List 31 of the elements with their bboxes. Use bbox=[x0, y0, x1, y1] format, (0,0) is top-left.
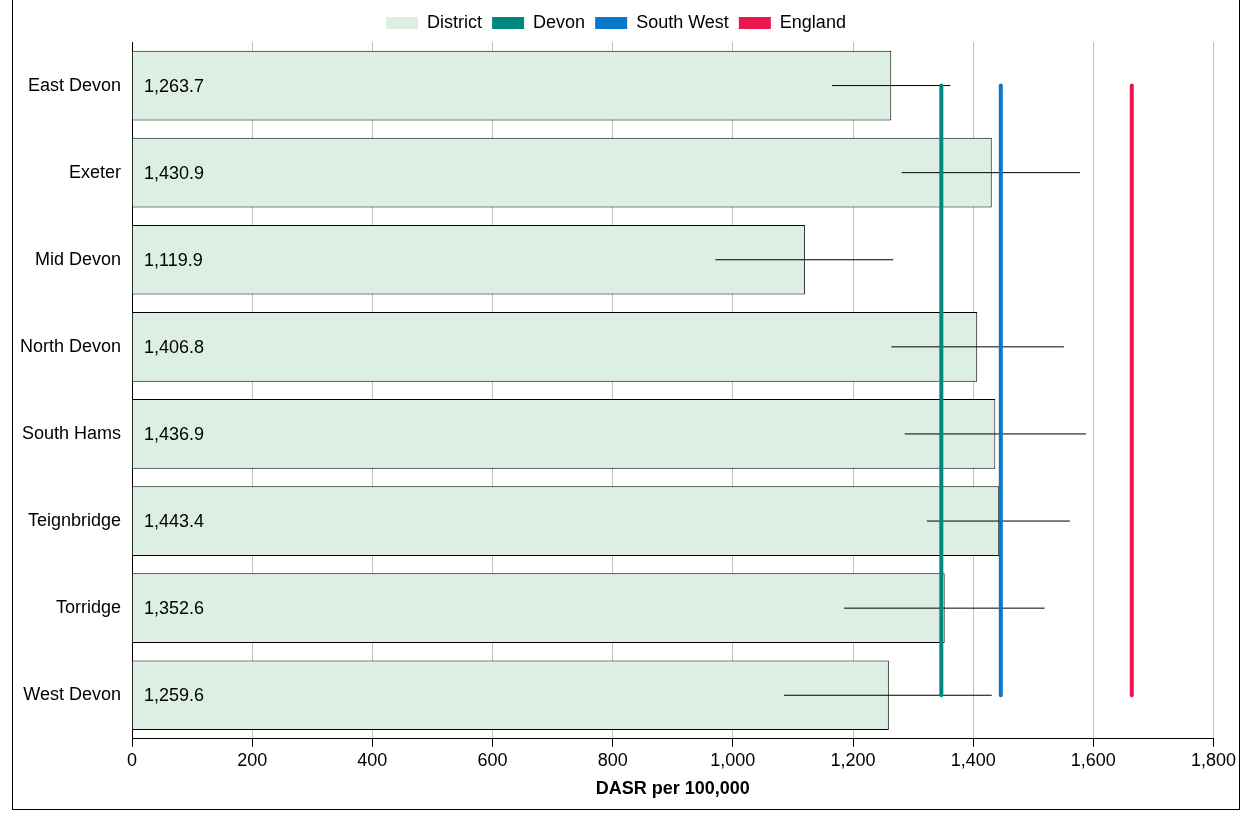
data-label: 1,259.6 bbox=[144, 685, 205, 706]
data-label: 1,119.9 bbox=[144, 249, 203, 270]
legend-label: South West bbox=[636, 11, 729, 32]
y-tick-label: Torridge bbox=[56, 597, 122, 618]
x-tick-label: 0 bbox=[127, 749, 138, 770]
y-tick-label: North Devon bbox=[19, 335, 122, 356]
y-tick-label: Exeter bbox=[69, 161, 122, 182]
data-label: 1,406.8 bbox=[144, 336, 205, 357]
y-tick-label: East Devon bbox=[27, 74, 122, 95]
data-label: 1,352.6 bbox=[144, 598, 205, 619]
data-label: 1,436.9 bbox=[144, 423, 205, 444]
legend-label: District bbox=[427, 11, 483, 32]
x-tick-label: 1,000 bbox=[710, 749, 756, 770]
x-tick-label: 600 bbox=[477, 749, 508, 770]
legend-label: Devon bbox=[533, 11, 586, 32]
data-label: 1,263.7 bbox=[144, 75, 205, 96]
x-tick-label: 1,600 bbox=[1070, 749, 1116, 770]
x-tick-label: 200 bbox=[237, 749, 268, 770]
legend-label: England bbox=[779, 11, 846, 32]
x-tick-label: 800 bbox=[597, 749, 628, 770]
y-tick-label: South Hams bbox=[22, 422, 122, 443]
x-tick-label: 400 bbox=[357, 749, 388, 770]
x-tick-label: 1,800 bbox=[1190, 749, 1236, 770]
data-label: 1,430.9 bbox=[144, 162, 205, 183]
y-tick-label: West Devon bbox=[23, 684, 122, 705]
y-tick-label: Teignbridge bbox=[27, 510, 122, 531]
x-axis-title: DASR per 100,000 bbox=[595, 778, 750, 799]
x-tick-label: 1,200 bbox=[830, 749, 876, 770]
x-tick-label: 1,400 bbox=[950, 749, 996, 770]
y-tick-label: Mid Devon bbox=[35, 248, 122, 269]
data-label: 1,443.4 bbox=[144, 511, 205, 532]
